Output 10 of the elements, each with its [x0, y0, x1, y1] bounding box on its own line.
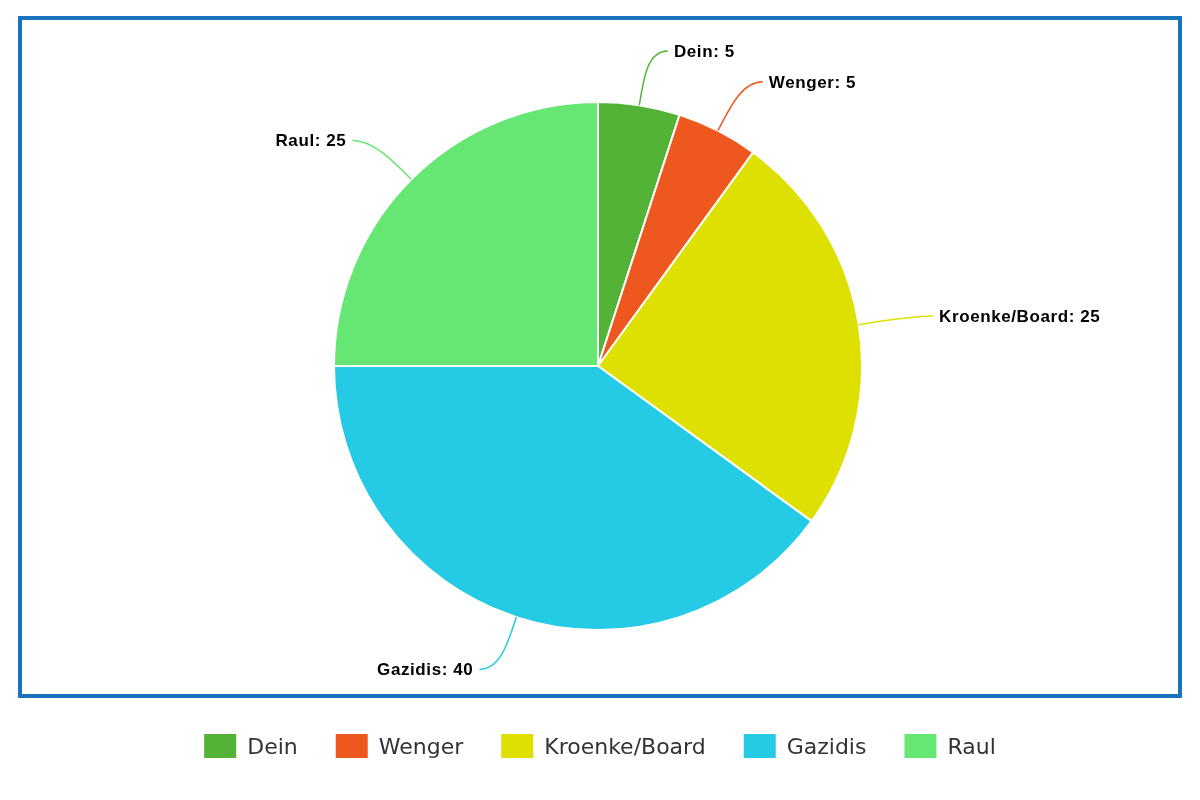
legend-label: Dein	[247, 734, 298, 759]
data-label: Raul: 25	[275, 131, 347, 151]
legend-label: Gazidis	[786, 734, 867, 759]
data-label: Kroenke/Board: 25	[939, 307, 1101, 327]
legend-label: Raul	[947, 734, 996, 759]
data-label: Dein: 5	[673, 41, 735, 61]
data-label: Gazidis: 40	[377, 660, 474, 680]
legend-label: Kroenke/Board	[544, 734, 706, 759]
data-label: Wenger: 5	[768, 72, 857, 92]
legend-label: Wenger	[378, 734, 465, 759]
